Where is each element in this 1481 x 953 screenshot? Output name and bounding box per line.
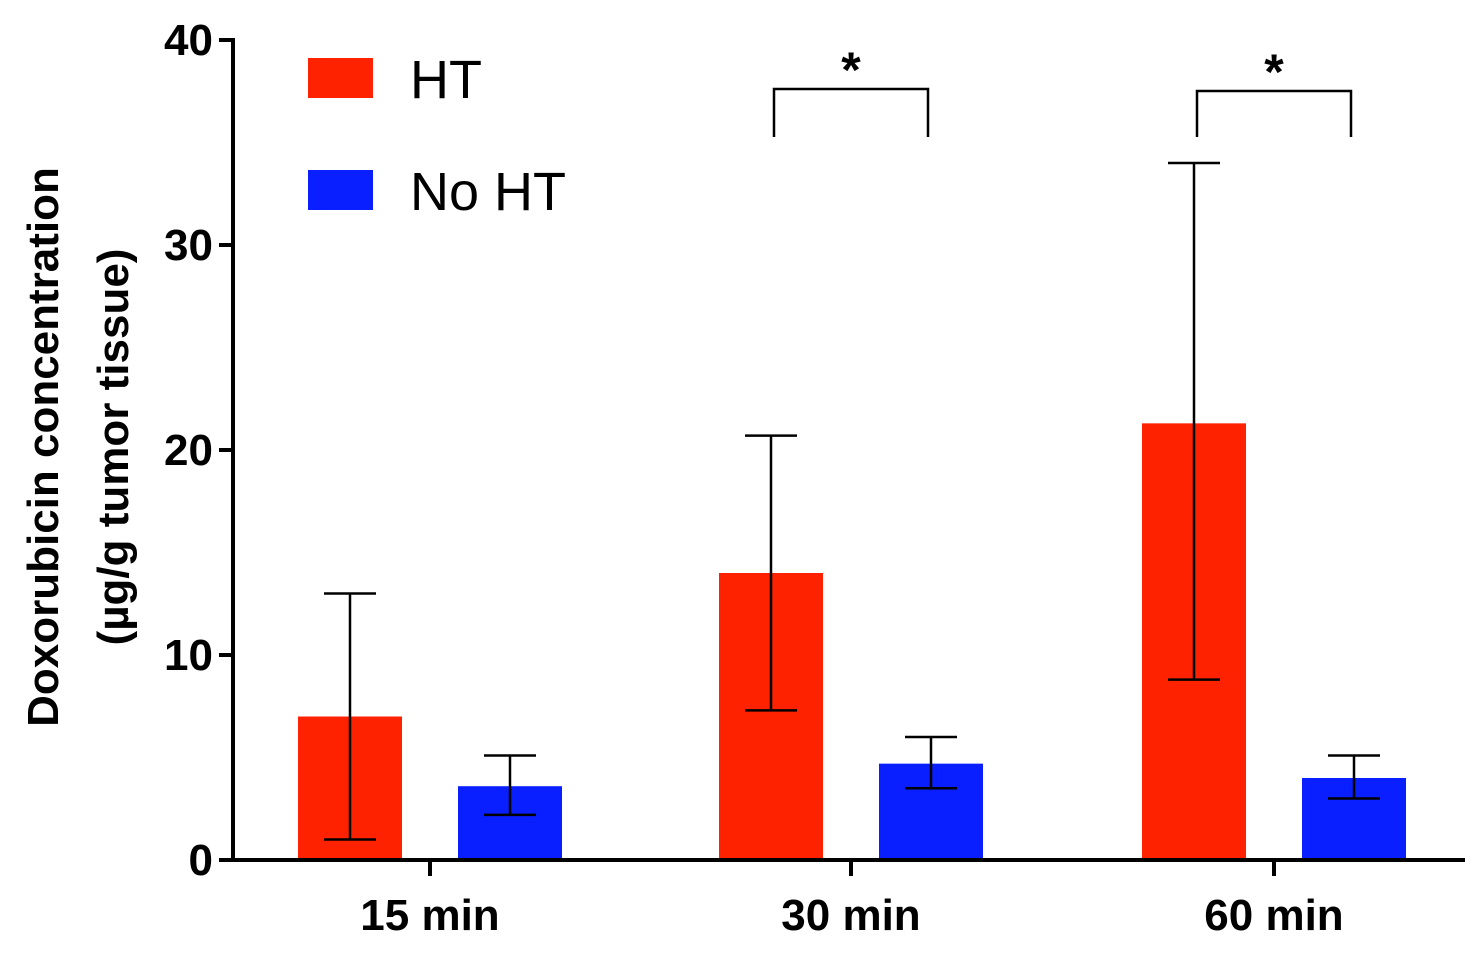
y-axis-title-line2: (µg/g tumor tissue) bbox=[89, 249, 138, 646]
chart-legend: HT No HT bbox=[308, 50, 566, 222]
significance-bracket-2 bbox=[1195, 89, 1353, 137]
significance-bracket-1 bbox=[772, 87, 930, 137]
chart-marks: * * bbox=[298, 42, 1406, 860]
legend-swatch-no-ht bbox=[308, 170, 373, 210]
y-tick-label-10: 10 bbox=[164, 631, 213, 680]
y-tick-label-40: 40 bbox=[164, 16, 213, 65]
chart-axes: 0 10 20 30 40 15 min 30 min 60 min bbox=[164, 16, 1465, 940]
legend-label-no-ht: No HT bbox=[410, 162, 566, 222]
legend-swatch-ht bbox=[308, 58, 373, 98]
x-tick-label-2: 60 min bbox=[1204, 891, 1343, 940]
y-tick-label-20: 20 bbox=[164, 426, 213, 475]
x-tick-label-0: 15 min bbox=[360, 891, 499, 940]
significance-star-1: * bbox=[841, 42, 861, 98]
y-tick-label-30: 30 bbox=[164, 221, 213, 270]
significance-star-2: * bbox=[1264, 44, 1284, 100]
y-axis-title-line1: Doxorubicin concentration bbox=[19, 167, 68, 727]
legend-label-ht: HT bbox=[410, 50, 482, 110]
x-tick-label-1: 30 min bbox=[781, 891, 920, 940]
y-tick-label-0: 0 bbox=[189, 836, 213, 885]
